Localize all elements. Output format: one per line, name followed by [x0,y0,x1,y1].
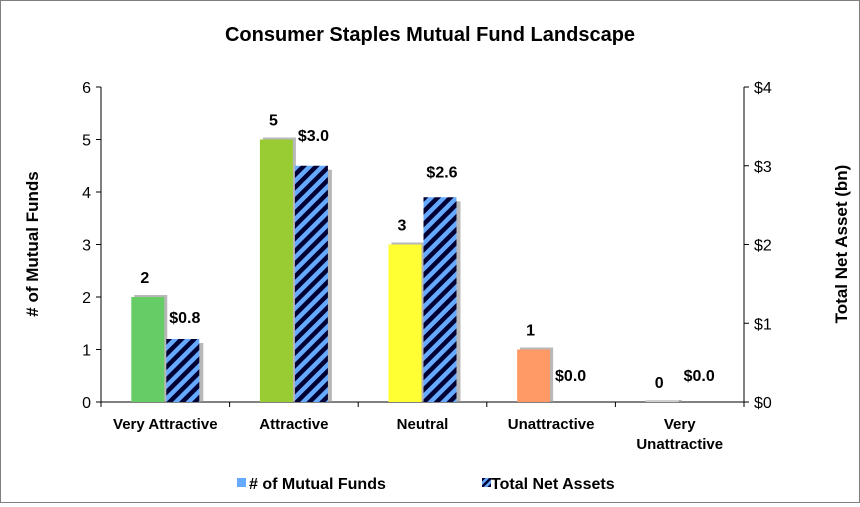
bar-total-net-assets [166,339,200,402]
x-category-label-line: Unattractive [636,436,723,453]
y2-tick-label: $2 [754,238,772,255]
y-tick-label: 0 [82,395,91,412]
bar-total-net-assets [294,165,328,402]
x-category-label-line: Very Attractive [113,416,218,433]
legend-swatch-total-net-assets [482,478,491,487]
legend-label-mutual-funds: # of Mutual Funds [249,476,386,493]
legend-swatch-mutual-funds [237,478,246,487]
data-label-mutual-funds: 2 [140,270,149,287]
x-category-label: Neutral [397,416,449,433]
axes: 0 1 2 3 4 5 6 $0 $1 $2 $3 $4 Very Attractive Attracti… [82,80,772,453]
data-labels: 2 $0.8 5 $3.0 3 $2.6 1 $0.0 0 $0.0 [140,113,715,393]
y2-tick-label: $0 [754,395,772,412]
bar-mutual-funds [131,297,165,402]
x-category-label-line: Unattractive [508,416,595,433]
x-category-label: Very Unattractive [636,416,723,453]
data-label-total-net-assets: $2.6 [426,164,457,181]
chart-title: Consumer Staples Mutual Fund Landscape [225,24,635,46]
y-axis-title: # of Mutual Funds [23,171,42,316]
data-label-total-net-assets: $0.8 [169,310,200,327]
data-label-mutual-funds: 5 [269,113,278,130]
bar-mutual-funds [517,349,551,402]
x-category-label: Attractive [259,416,328,433]
x-category-label-line: Attractive [259,416,328,433]
y2-tick-label: $4 [754,80,772,97]
y-tick-label: 2 [82,290,91,307]
bar-mutual-funds [645,400,679,402]
data-label-mutual-funds: 1 [526,323,535,340]
legend: # of Mutual Funds Total Net Assets [237,476,615,493]
x-category-label-line: Very [664,416,696,433]
x-category-label: Unattractive [508,416,595,433]
data-label-total-net-assets: $3.0 [298,128,329,145]
data-label-total-net-assets: $0.0 [684,368,715,385]
bars [131,137,682,402]
data-label-total-net-assets: $0.0 [555,368,586,385]
y-tick-label: 4 [82,185,91,202]
y-tick-label: 5 [82,133,91,150]
data-label-mutual-funds: 3 [398,218,407,235]
y2-tick-label: $3 [754,159,772,176]
y-tick-label: 3 [82,238,91,255]
bar-mutual-funds [259,139,293,402]
bar-total-net-assets [423,197,457,402]
x-category-label: Very Attractive [113,416,218,433]
legend-label-total-net-assets: Total Net Assets [491,476,615,493]
x-category-label-line: Neutral [397,416,449,433]
y-tick-label: 6 [82,80,91,97]
bar-mutual-funds [388,244,422,402]
data-label-mutual-funds: 0 [655,375,664,392]
y2-tick-label: $1 [754,316,772,333]
y-tick-label: 1 [82,343,91,360]
y2-axis-title: Total Net Asset (bn) [832,165,851,324]
